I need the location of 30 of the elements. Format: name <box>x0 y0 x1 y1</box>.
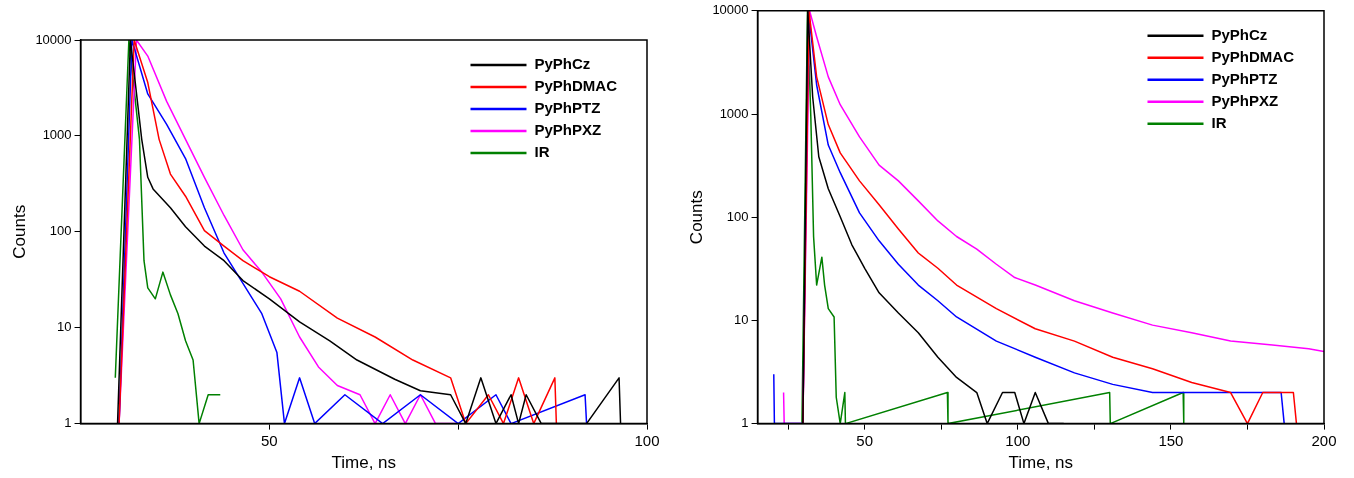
legend-label: IR <box>1211 113 1227 131</box>
y-axis-title: Counts <box>9 204 29 259</box>
legend-label: PyPhCz <box>534 55 591 73</box>
y-tick-label: 10 <box>734 311 749 327</box>
y-axis-title: Counts <box>686 190 706 245</box>
legend-label: PyPhDMAC <box>1211 47 1295 65</box>
x-tick-label: 150 <box>1158 431 1184 449</box>
legend-label: PyPhPXZ <box>534 121 602 139</box>
x-tick-label: 50 <box>856 431 874 449</box>
x-axis-title: Time, ns <box>1008 453 1074 473</box>
legend-label: PyPhPXZ <box>1211 91 1279 109</box>
legend-label: PyPhPTZ <box>534 99 601 117</box>
x-tick-label: 50 <box>261 431 278 449</box>
x-axis-title: Time, ns <box>331 453 397 473</box>
y-tick-label: 100 <box>726 208 749 224</box>
y-tick-label: 1000 <box>42 127 72 143</box>
y-tick-label: 1 <box>741 415 749 431</box>
y-tick-label: 10000 <box>712 2 749 18</box>
y-tick-label: 1 <box>64 415 72 431</box>
x-tick-label: 100 <box>1005 431 1031 449</box>
y-tick-label: 100 <box>49 223 72 239</box>
legend-label: PyPhPTZ <box>1211 69 1278 87</box>
y-tick-label: 10000 <box>35 31 72 47</box>
x-tick-label: 200 <box>1311 431 1337 449</box>
x-tick-label: 100 <box>634 431 660 449</box>
y-tick-label: 10 <box>57 319 72 335</box>
legend-label: PyPhCz <box>1211 25 1268 43</box>
y-tick-label: 1000 <box>719 105 749 121</box>
legend-label: IR <box>534 143 550 161</box>
legend-label: PyPhDMAC <box>534 77 618 95</box>
